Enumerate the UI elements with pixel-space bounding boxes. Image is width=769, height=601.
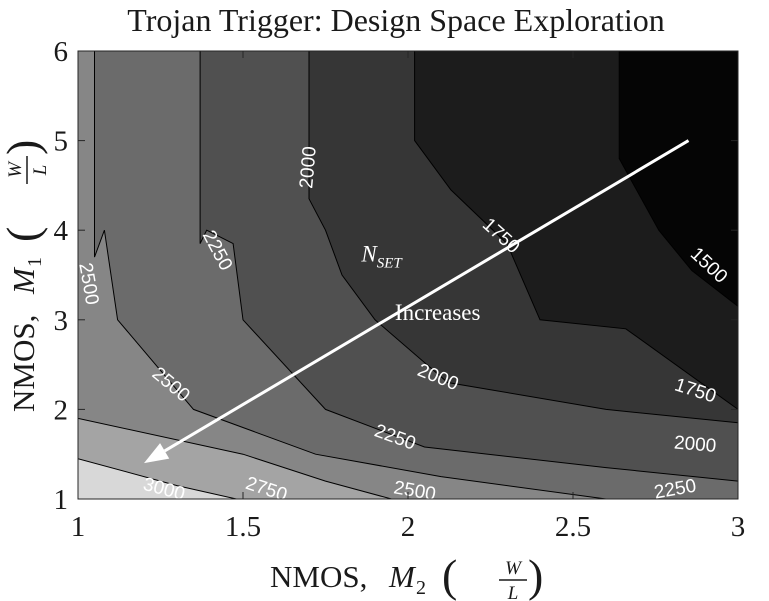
y-axis-label-lparen: (: [0, 227, 48, 242]
y-tick-label: 5: [54, 126, 69, 158]
arrow-head: [144, 443, 170, 464]
contour-line-1500: [618, 51, 738, 307]
y-axis-label-frac-num: W: [5, 160, 26, 178]
x-axis-label: NMOS, M 2 ( W L ): [270, 550, 543, 601]
contour-label-5: 2000: [673, 432, 717, 457]
x-axis-label-rparen: ): [528, 550, 543, 601]
contour-line-2750: [78, 417, 392, 499]
x-tick-label: 1.5: [225, 511, 261, 543]
y-tick-label: 2: [54, 394, 69, 426]
y-tick-label: 4: [54, 215, 69, 247]
x-axis-label-prefix: NMOS,: [270, 559, 367, 594]
contour-bands: [78, 51, 738, 499]
contour-line-2500: [94, 51, 607, 499]
arrow-shaft: [163, 139, 690, 453]
x-tick-label: 3: [731, 511, 746, 543]
chart-title: Trojan Trigger: Design Space Exploration: [127, 2, 664, 38]
x-axis-label-frac-den: L: [507, 583, 519, 601]
x-tick-label: 2.5: [555, 511, 591, 543]
annotation-text-2: Increases: [395, 300, 481, 325]
y-axis-label-frac-den: L: [30, 165, 51, 177]
x-axis-label-var: M: [388, 559, 417, 594]
y-axis-label: NMOS, M 1 ( W L ): [0, 140, 51, 412]
contour-line-2250: [199, 51, 738, 482]
contour-line-3000: [78, 458, 237, 499]
x-axis-label-frac-num: W: [505, 558, 523, 579]
x-axis-label-sub: 2: [416, 577, 426, 599]
x-axis: 1 1.5 2 2.5 3: [71, 51, 746, 543]
contour-line-1750: [414, 51, 738, 410]
contour-lines: [78, 51, 738, 499]
band-1500: [619, 51, 738, 307]
x-axis-label-lparen: (: [442, 550, 457, 601]
y-axis-label-var: M: [6, 266, 41, 295]
annotations: NSET Increases: [144, 139, 690, 464]
y-axis-label-prefix: NMOS,: [6, 315, 41, 412]
y-axis-label-rparen: ): [0, 140, 48, 155]
y-tick-label: 3: [54, 305, 69, 337]
y-axis: 1 2 3 4 5 6: [54, 36, 738, 516]
y-tick-label: 6: [54, 36, 69, 68]
annotation-text-1: NSET: [360, 242, 403, 272]
contour-line-2000: [308, 51, 738, 424]
x-tick-label: 2: [401, 511, 416, 543]
contour-label-3: 2000: [296, 145, 321, 189]
y-axis-label-sub: 1: [24, 257, 46, 267]
x-tick-label: 1: [71, 511, 86, 543]
y-tick-label: 1: [54, 484, 69, 516]
